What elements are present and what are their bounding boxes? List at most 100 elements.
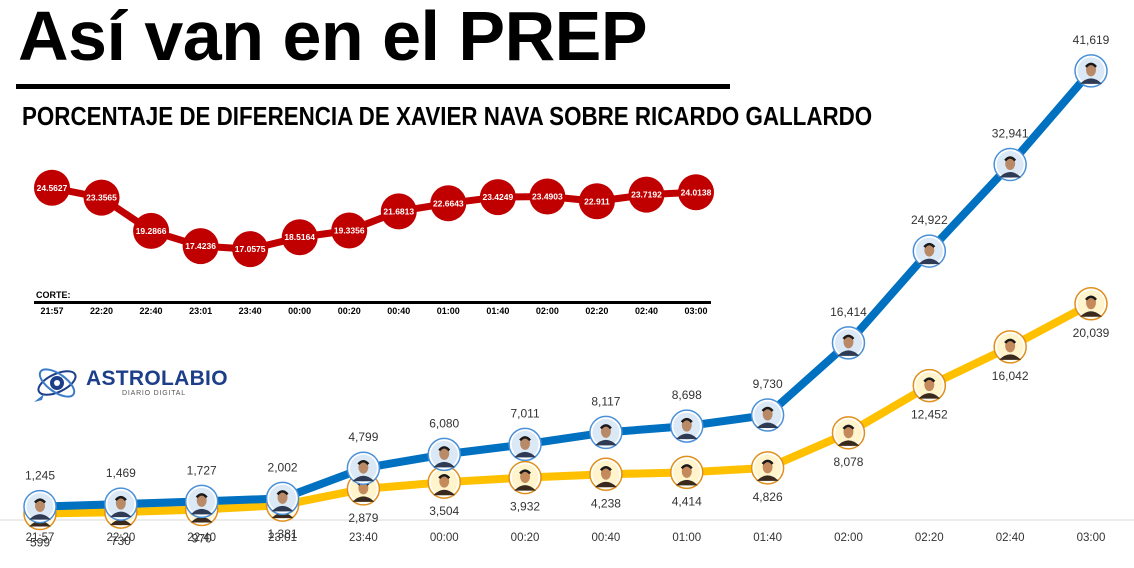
percent-point — [678, 174, 714, 211]
series-data-label: 2,879 — [348, 511, 378, 525]
percent-data-label: 21.6813 — [383, 206, 414, 216]
x-tick-label: 00:00 — [288, 306, 311, 316]
percent-point — [83, 179, 120, 216]
candidate-portrait-icon — [589, 457, 623, 492]
candidate-portrait-icon — [670, 455, 704, 490]
candidate-portrait-icon — [265, 481, 300, 516]
percent-point — [281, 219, 318, 256]
percent-point — [479, 179, 516, 216]
x-tick-label: 00:40 — [592, 532, 621, 544]
candidate-portrait-icon — [831, 326, 866, 360]
percent-data-label: 17.0575 — [235, 244, 266, 254]
percent-point — [380, 193, 417, 230]
candidate-portrait-icon — [670, 409, 704, 443]
series-data-label: 8,698 — [672, 388, 702, 402]
percent-data-label: 23.7192 — [631, 190, 662, 200]
percent-data-label: 19.3356 — [334, 226, 365, 236]
x-tick-label: 23:40 — [239, 306, 262, 316]
candidate-portrait-icon — [508, 460, 542, 495]
x-tick-label: 03:00 — [1077, 532, 1106, 544]
x-tick-label: 02:00 — [834, 532, 863, 544]
x-tick-label: 23:40 — [349, 532, 378, 544]
percent-point — [133, 212, 170, 249]
percent-point — [331, 212, 368, 249]
series-data-label: 4,799 — [348, 430, 378, 444]
percent-point — [34, 169, 70, 206]
x-tick-label: 22:20 — [106, 532, 135, 544]
percent-data-label: 18.5164 — [284, 232, 315, 242]
series-data-label: 8,078 — [833, 455, 863, 469]
headline: Así van en el PREP — [18, 0, 648, 75]
candidate-portrait-icon — [912, 368, 947, 403]
series-line — [36, 66, 1095, 511]
series-data-label: 3,504 — [429, 504, 459, 518]
x-tick-label: 02:40 — [635, 306, 658, 316]
series-data-label: 41,619 — [1073, 33, 1110, 47]
series-data-label: 4,238 — [591, 496, 621, 510]
series-data-label: 16,414 — [830, 305, 867, 319]
x-tick-label: 23:01 — [268, 532, 297, 544]
candidate-portrait-icon — [750, 451, 785, 485]
series-data-label: 16,042 — [992, 369, 1029, 383]
percent-point — [578, 183, 615, 220]
series-data-label: 3,932 — [510, 500, 540, 514]
percent-point — [430, 185, 467, 222]
x-tick-label: 02:40 — [996, 532, 1025, 544]
candidate-portrait-icon — [993, 330, 1027, 364]
candidate-portrait-icon — [427, 465, 461, 499]
candidate-portrait-icon — [831, 416, 866, 450]
percent-data-label: 19.2866 — [136, 226, 167, 236]
x-tick-label: 21:57 — [40, 306, 63, 316]
brand-tagline: DIARIO DIGITAL — [122, 390, 186, 397]
x-tick-label: 22:20 — [90, 306, 113, 316]
x-tick-label: 23:01 — [189, 306, 212, 316]
percent-point — [628, 176, 665, 213]
percent-point — [529, 178, 566, 215]
series-data-label: 32,941 — [992, 127, 1029, 141]
series-data-label: 9,730 — [753, 377, 783, 391]
series-data-label: 6,080 — [429, 416, 459, 430]
x-tick-label: 00:40 — [387, 306, 410, 316]
candidate-portrait-icon — [993, 147, 1027, 182]
x-tick-label: 00:20 — [511, 532, 540, 544]
brand-logo: ASTROLABIO DIARIO DIGITAL — [32, 360, 242, 406]
x-tick-label: 01:00 — [672, 532, 701, 544]
percent-data-label: 23.4903 — [532, 192, 563, 202]
x-tick-label: 21:57 — [26, 532, 55, 544]
candidate-portrait-icon — [589, 415, 623, 450]
brand-name: ASTROLABIO — [86, 367, 228, 390]
candidate-portrait-icon — [1074, 287, 1108, 321]
x-tick-label: 01:40 — [753, 532, 782, 544]
x-tick-label: 00:20 — [338, 306, 361, 316]
percent-difference-chart: 24.5627 23.3565 19.2866 17.4236 17.0575 18.51… — [34, 169, 714, 316]
x-tick-label: 02:20 — [585, 306, 608, 316]
x-axis-line — [34, 301, 711, 304]
candidate-portrait-icon — [23, 489, 57, 524]
series-data-label: 730 — [111, 534, 131, 548]
vote-count-chart: 1,245 1,469 1,727 2,002 4,799 6,080 7,011 8,117… — [0, 33, 1134, 550]
x-tick-label: 00:00 — [430, 532, 459, 544]
x-tick-label: 01:40 — [486, 306, 509, 316]
series-data-label: 4,826 — [753, 490, 783, 504]
x-tick-label: 01:00 — [437, 306, 460, 316]
series-data-label: 599 — [30, 536, 50, 550]
candidate-portrait-icon — [912, 234, 947, 268]
series-data-label: 1,245 — [25, 469, 55, 483]
series-data-label: 7,011 — [511, 406, 540, 420]
series-data-label: 24,922 — [911, 213, 948, 227]
x-tick-label: 22:40 — [187, 532, 216, 544]
percent-data-label: 24.0138 — [681, 187, 712, 197]
percent-point — [182, 228, 219, 265]
series-data-label: 2,002 — [268, 460, 298, 474]
astrolabe-logo-icon — [34, 368, 77, 402]
percent-data-label: 24.5627 — [37, 183, 68, 193]
x-tick-label: 22:40 — [140, 306, 163, 316]
series-data-label: 20,039 — [1073, 326, 1110, 340]
series-data-label: 970 — [192, 532, 212, 546]
percent-data-label: 17.4236 — [185, 241, 216, 251]
x-tick-label: 02:00 — [536, 306, 559, 316]
percent-point — [232, 231, 269, 268]
series-data-label: 4,414 — [672, 494, 702, 508]
candidate-portrait-icon — [427, 437, 461, 472]
